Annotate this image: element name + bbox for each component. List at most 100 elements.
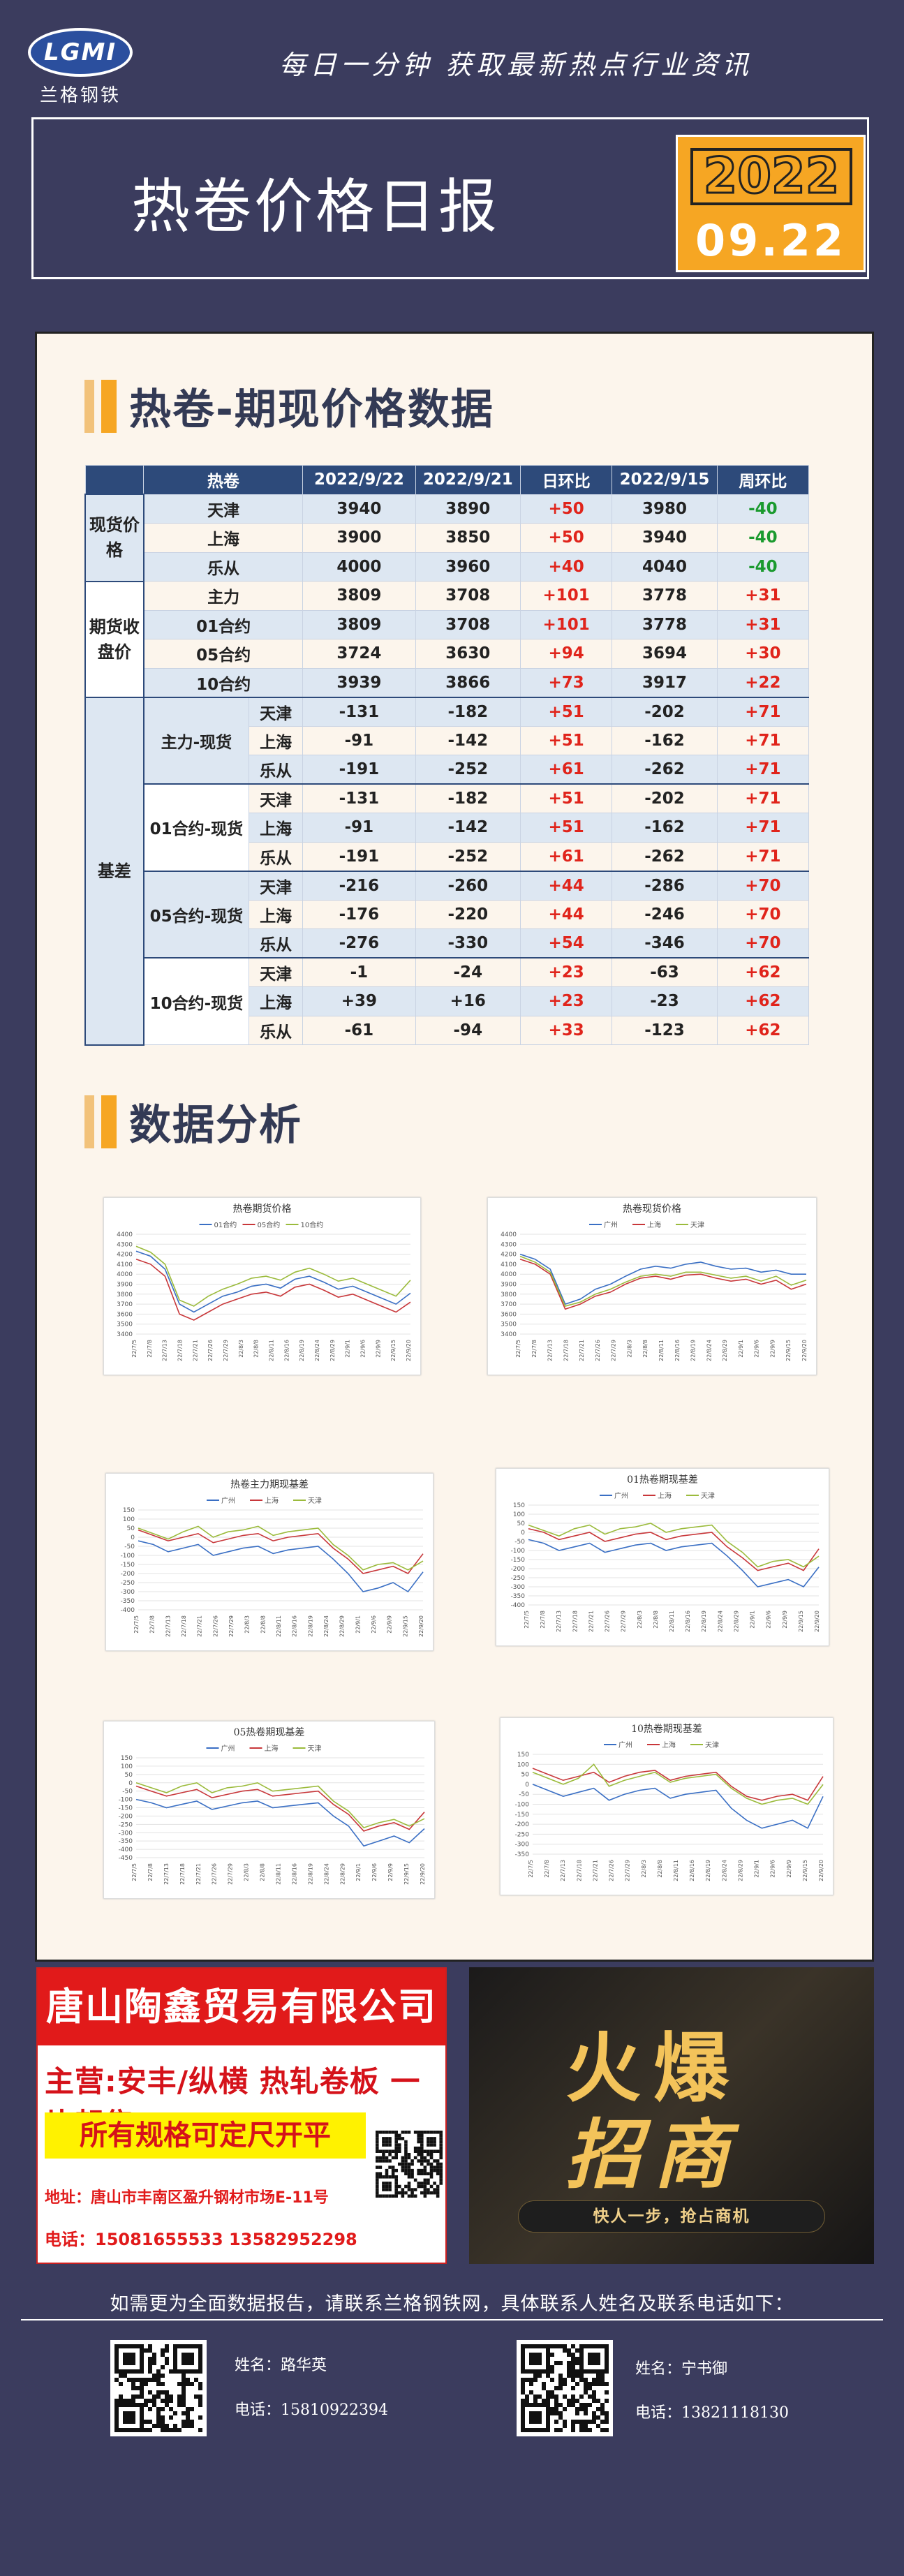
x-tick-label: 22/8/16 [685, 1611, 691, 1632]
table-cell: +39 [302, 986, 416, 1016]
table-cell: -91 [302, 813, 416, 843]
table-cell: 3866 [415, 667, 521, 697]
table-cell: -182 [415, 696, 521, 727]
x-tick-label: 22/8/3 [244, 1863, 250, 1881]
x-tick-label: 22/8/16 [291, 1863, 297, 1885]
table-cell: +33 [520, 1015, 613, 1045]
legend-label: 01合约 [214, 1220, 237, 1229]
x-tick-label: 22/8/19 [307, 1615, 313, 1637]
table-row: 01合约 3809 3708 +101 3778 +31 [85, 609, 810, 639]
table-row: 期货收盘价 主力 3809 3708 +101 3778 +31 [84, 580, 810, 698]
table-cell: -260 [415, 870, 521, 901]
y-tick-label: 50 [125, 1772, 133, 1779]
x-tick-label: 22/9/20 [801, 1340, 808, 1361]
y-tick-label: -350 [121, 1598, 135, 1605]
y-tick-label: -250 [119, 1821, 133, 1828]
y-tick-label: 4400 [117, 1231, 133, 1238]
x-tick-label: 22/8/11 [276, 1863, 282, 1885]
chart-1: 热卷期货价格 01合约 05合约 10合约 4400 4300 4200 4100 4000 39… [103, 1197, 421, 1375]
x-tick-label: 22/8/11 [269, 1340, 275, 1361]
table-cell: 乐从 [248, 1015, 304, 1045]
header-slogan: 每日一分钟 获取最新热点行业资讯 [279, 50, 753, 80]
x-tick-label: 22/9/15 [785, 1340, 792, 1361]
table-cell: -220 [415, 899, 521, 929]
ad2-line2: 招商 [565, 2111, 742, 2199]
x-tick-label: 22/7/26 [212, 1615, 218, 1637]
chart-title: 10热卷期现基差 [631, 1723, 702, 1735]
table-cell: -123 [612, 1015, 718, 1045]
y-tick-label: -150 [511, 1557, 526, 1564]
table-cell: -40 [716, 552, 810, 582]
x-tick-label: 22/8/11 [276, 1615, 282, 1637]
x-tick-label: 22/7/29 [625, 1860, 631, 1881]
x-tick-label: 22/7/13 [560, 1860, 566, 1881]
y-tick-label: -350 [515, 1851, 530, 1858]
ad-tangshan-taoxin[interactable]: 唐山陶鑫贸易有限公司 主营:安丰/纵横 热轧卷板 一片起售 所有规格可定尺开平 … [36, 1967, 447, 2264]
table-cell: -252 [415, 755, 521, 785]
series-line-01合约 [135, 1250, 411, 1313]
x-tick-label: 22/8/24 [314, 1340, 320, 1361]
y-tick-label: 150 [121, 1755, 133, 1762]
y-tick-label: 3500 [501, 1322, 517, 1328]
chart-2: 热卷现货价格 广州 上海 天津 4400 4300 4200 4100 4000 3900 3800… [487, 1197, 817, 1375]
x-tick-label: 22/8/3 [238, 1340, 244, 1358]
table-cell: -162 [612, 813, 718, 843]
ad1-company: 唐山陶鑫贸易有限公司 [38, 1969, 445, 2045]
x-tick-label: 22/9/9 [387, 1615, 393, 1634]
x-tick-label: 22/7/13 [165, 1615, 171, 1637]
contact-phone-1: 电话：15810922394 [235, 2401, 388, 2419]
table-header-row: 热卷 2022/9/22 2022/9/21 日环比 2022/9/15 周环比 [84, 465, 810, 495]
table-header-corner [84, 465, 145, 495]
table-cell: 3980 [612, 494, 718, 524]
section-header-prices: 热卷-期现价格数据 [84, 376, 494, 436]
y-tick-label: -300 [121, 1589, 135, 1596]
x-tick-label: 22/8/8 [642, 1340, 649, 1358]
table-cell: 天津 [248, 783, 304, 813]
x-tick-label: 22/9/20 [814, 1611, 820, 1632]
table-cell: -191 [302, 755, 416, 785]
x-tick-label: 22/8/8 [653, 1611, 659, 1629]
table-cell: -252 [415, 841, 521, 871]
table-cell: 10合约-现货 [143, 957, 249, 1045]
table-cell: 上海 [143, 523, 304, 553]
legend-label: 广州 [604, 1221, 618, 1229]
chart-legend: 广州 上海 天津 [604, 1740, 719, 1749]
table-cell: +71 [716, 813, 810, 843]
chart-5: 05热卷期现基差 广州 上海 天津 150 100 50 0 -50 -100 -150 -200 -2… [103, 1721, 435, 1899]
chart-legend: 广州 上海 天津 [589, 1220, 704, 1229]
x-tick-label: 22/8/29 [733, 1611, 739, 1632]
series-line-05合约 [135, 1259, 411, 1321]
y-tick-label: 100 [517, 1761, 529, 1768]
table-cell: -286 [612, 870, 718, 901]
table-cell: -276 [302, 928, 416, 958]
series-line-天津 [532, 1763, 824, 1805]
legend-label: 天津 [701, 1492, 715, 1500]
table-row: 上海 +39 +16 +23 -23 +62 [85, 986, 810, 1016]
x-tick-label: 22/9/9 [375, 1340, 381, 1358]
x-tick-label: 22/8/16 [674, 1340, 681, 1361]
x-tick-label: 22/8/19 [307, 1863, 313, 1885]
x-tick-label: 22/9/6 [766, 1611, 772, 1629]
x-tick-label: 22/7/29 [228, 1615, 235, 1637]
x-tick-label: 22/9/6 [360, 1340, 366, 1358]
table-cell: 3940 [612, 523, 718, 553]
ad-recruit[interactable]: 火爆 招商 快人一步，抢占商机 [469, 1967, 874, 2264]
series-line-上海 [519, 1259, 807, 1310]
table-cell: 3890 [415, 494, 521, 524]
legend-label: 广州 [614, 1492, 628, 1500]
series-line-广州 [135, 1798, 425, 1847]
table-cell: +70 [716, 928, 810, 958]
table-cell: +101 [520, 581, 613, 611]
x-tick-label: 22/7/8 [544, 1860, 550, 1878]
x-tick-label: 22/8/29 [329, 1340, 336, 1361]
y-tick-label: 3700 [501, 1301, 517, 1308]
chart-title: 热卷主力期现基差 [230, 1479, 309, 1490]
x-tick-label: 22/8/16 [689, 1860, 695, 1881]
series-line-天津 [138, 1525, 424, 1571]
x-tick-label: 22/8/11 [658, 1340, 665, 1361]
table-cell: +54 [520, 928, 613, 958]
x-tick-label: 22/9/15 [802, 1860, 808, 1881]
y-tick-label: -400 [511, 1602, 526, 1609]
